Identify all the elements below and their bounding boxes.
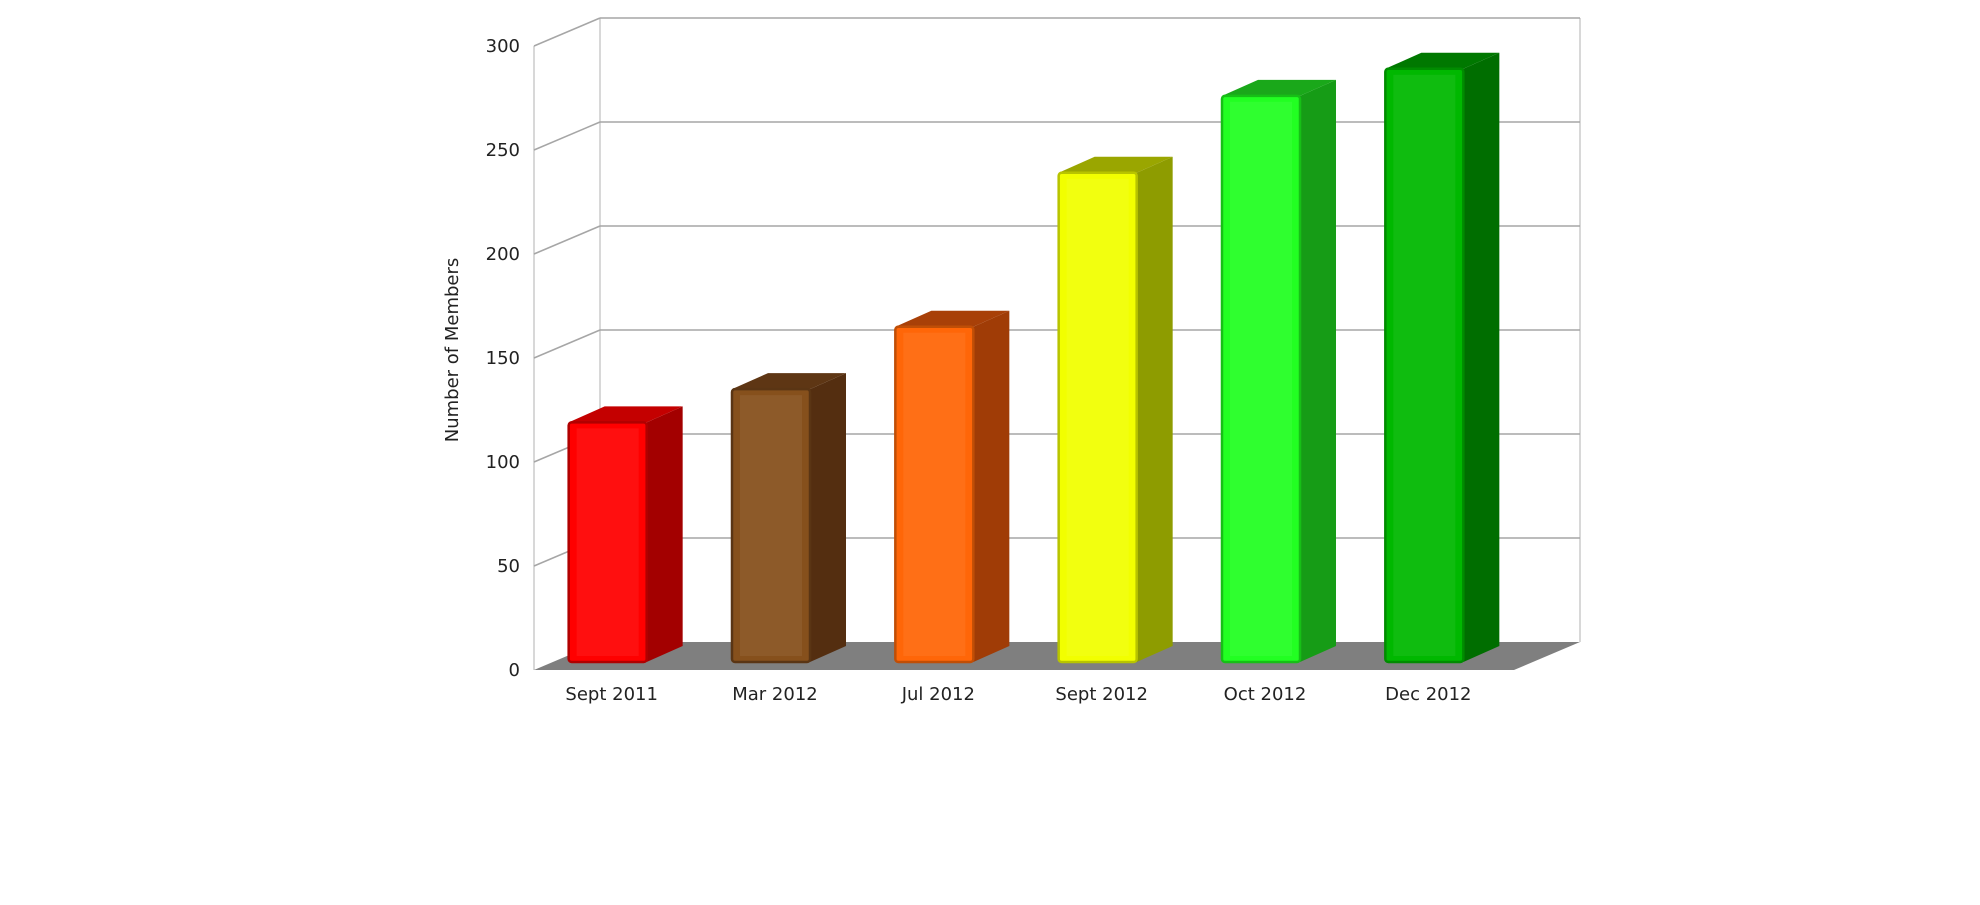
- gridline-side: [533, 329, 601, 359]
- bar-side-face: [810, 373, 846, 662]
- y-tick-label: 200: [486, 244, 520, 265]
- bar-front-face: [894, 325, 975, 664]
- bar-top-face: [1058, 156, 1173, 173]
- bar-top-face: [732, 373, 846, 390]
- bar-5: [1384, 52, 1500, 664]
- y-tick-label: 0: [509, 660, 520, 681]
- bar-highlight: [1066, 178, 1129, 657]
- bar-front-face: [1057, 171, 1138, 664]
- x-tick-label: Sept 2012: [1055, 684, 1148, 705]
- y-tick-label: 250: [486, 140, 520, 161]
- bar-side-face: [1300, 79, 1336, 663]
- y-axis-ticks: 0 50 100 150 200 250 300: [486, 36, 520, 681]
- bar-front-face: [1384, 67, 1465, 664]
- x-tick-label: Dec 2012: [1385, 684, 1471, 705]
- bar-top-face: [568, 406, 683, 423]
- gridline-side: [533, 121, 601, 151]
- bar-3: [1057, 156, 1173, 664]
- x-tick-label: Oct 2012: [1224, 684, 1307, 705]
- bar-side-face: [1463, 52, 1500, 663]
- y-tick-label: 50: [497, 556, 520, 577]
- x-axis-labels: Sept 2011 Mar 2012 Jul 2012 Sept 2012 Oct 20…: [565, 684, 1471, 705]
- bar-top-face: [1385, 52, 1500, 69]
- bar-side-face: [646, 406, 683, 662]
- gridline-side: [533, 17, 601, 47]
- gridline-side: [533, 225, 601, 255]
- y-tick-label: 150: [486, 348, 520, 369]
- bar-front-face: [1220, 94, 1302, 664]
- bar-side-face: [973, 310, 1010, 662]
- bar-1: [730, 373, 846, 664]
- bar-front-face: [567, 421, 648, 664]
- bar-highlight: [740, 395, 802, 656]
- bars: [567, 52, 1500, 664]
- bar-front-face: [730, 387, 812, 664]
- y-tick-label: 100: [486, 452, 520, 473]
- bar-highlight: [903, 332, 966, 656]
- bar-highlight: [1230, 101, 1292, 657]
- bar-highlight: [576, 428, 639, 656]
- bar-side-face: [1136, 156, 1173, 663]
- x-tick-label: Jul 2012: [901, 684, 975, 705]
- bar-top-face: [1222, 79, 1336, 96]
- y-axis-title: Number of Members: [442, 258, 463, 443]
- bar-0: [567, 406, 683, 664]
- bar-highlight: [1393, 74, 1456, 657]
- x-tick-label: Sept 2011: [565, 684, 658, 705]
- bar-top-face: [895, 310, 1010, 327]
- bar-2: [894, 310, 1010, 664]
- y-tick-label: 300: [486, 36, 520, 57]
- x-tick-label: Mar 2012: [732, 684, 818, 705]
- bar-4: [1220, 79, 1336, 664]
